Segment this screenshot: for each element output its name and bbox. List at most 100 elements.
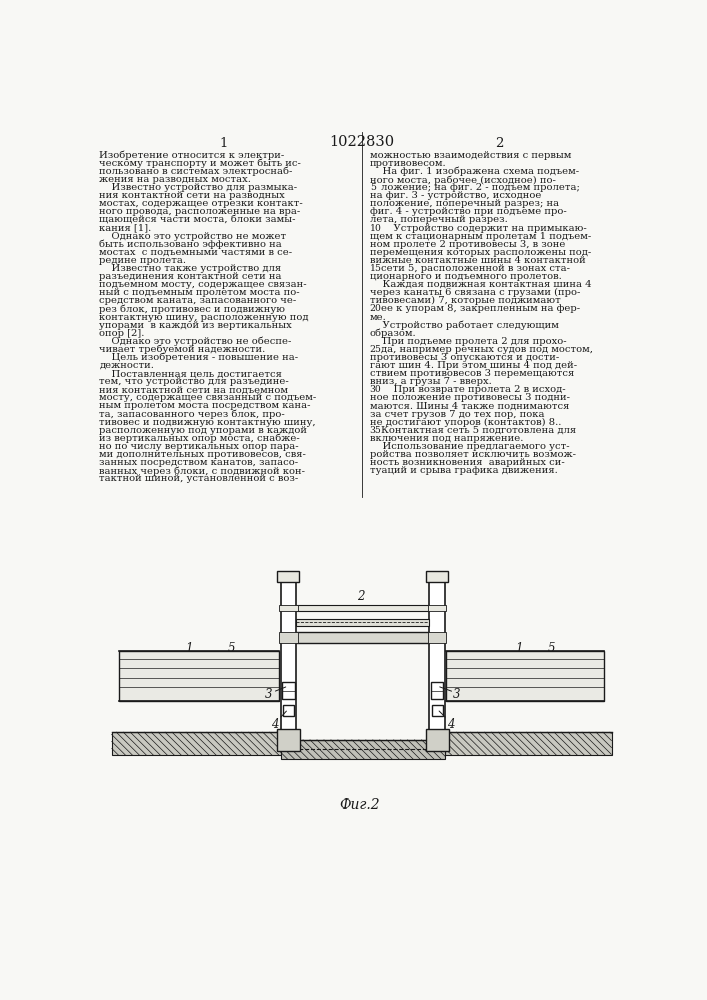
Text: 4: 4 bbox=[447, 718, 454, 731]
Text: ным пролетом моста посредством кана-: ным пролетом моста посредством кана- bbox=[99, 401, 310, 410]
Text: ложение; на фиг. 2 - подъем пролета;: ложение; на фиг. 2 - подъем пролета; bbox=[380, 183, 580, 192]
Bar bbox=[279, 632, 298, 643]
Text: туаций и срыва графика движения.: туаций и срыва графика движения. bbox=[370, 466, 557, 475]
Text: 4: 4 bbox=[271, 718, 278, 731]
Text: 1: 1 bbox=[220, 137, 228, 150]
Text: противовесы 3 опускаются и дости-: противовесы 3 опускаются и дости- bbox=[370, 353, 559, 362]
Bar bbox=[119, 651, 279, 701]
Text: контактную шину, расположенную под: контактную шину, расположенную под bbox=[99, 312, 309, 322]
Text: занных посредством канатов, запасо-: занных посредством канатов, запасо- bbox=[99, 458, 298, 467]
Text: но по числу вертикальных опор пара-: но по числу вертикальных опор пара- bbox=[99, 442, 299, 451]
Text: 35: 35 bbox=[370, 426, 382, 435]
Text: ном пролете 2 противовесы 3, в зоне: ном пролете 2 противовесы 3, в зоне bbox=[370, 240, 565, 249]
Text: разъединения контактной сети на: разъединения контактной сети на bbox=[99, 272, 281, 281]
Bar bbox=[426, 571, 448, 582]
Text: кания [1].: кания [1]. bbox=[99, 224, 151, 233]
Text: 20: 20 bbox=[370, 304, 382, 313]
Text: ность возникновения  аварийных си-: ность возникновения аварийных си- bbox=[370, 458, 564, 467]
Bar bbox=[281, 582, 296, 740]
Bar bbox=[282, 682, 295, 699]
Text: через канаты 6 связана с грузами (про-: через канаты 6 связана с грузами (про- bbox=[370, 288, 580, 297]
Bar bbox=[296, 619, 429, 626]
Text: 5: 5 bbox=[548, 642, 556, 655]
Text: Однако это устройство не обеспе-: Однако это устройство не обеспе- bbox=[99, 337, 291, 346]
Text: 1: 1 bbox=[185, 642, 193, 655]
Text: лета, поперечный разрез.: лета, поперечный разрез. bbox=[370, 215, 508, 224]
Text: сети 5, расположенной в зонах ста-: сети 5, расположенной в зонах ста- bbox=[380, 264, 570, 273]
Text: упорами  в каждой из вертикальных: упорами в каждой из вертикальных bbox=[99, 321, 292, 330]
Text: опор [2].: опор [2]. bbox=[99, 329, 145, 338]
Text: редине пролета.: редине пролета. bbox=[99, 256, 186, 265]
Text: ного провода, расположенные на вра-: ного провода, расположенные на вра- bbox=[99, 207, 300, 216]
Text: жения на разводных мостах.: жения на разводных мостах. bbox=[99, 175, 251, 184]
Text: чивает требуемой надежности.: чивает требуемой надежности. bbox=[99, 345, 265, 354]
Text: мостах, содержащее отрезки контакт-: мостах, содержащее отрезки контакт- bbox=[99, 199, 303, 208]
Text: подъемном мосту, содержащее связан-: подъемном мосту, содержащее связан- bbox=[99, 280, 307, 289]
Text: 1022830: 1022830 bbox=[329, 135, 395, 149]
Text: Фиг.2: Фиг.2 bbox=[339, 798, 380, 812]
Bar bbox=[428, 605, 446, 611]
Text: не достигают упоров (контактов) 8..: не достигают упоров (контактов) 8.. bbox=[370, 418, 561, 427]
Bar bbox=[279, 605, 298, 611]
Text: 2: 2 bbox=[358, 590, 365, 603]
Text: Контактная сеть 5 подготовлена для: Контактная сеть 5 подготовлена для bbox=[380, 426, 575, 435]
Text: ческому транспорту и может быть ис-: ческому транспорту и может быть ис- bbox=[99, 159, 301, 168]
Text: ное положение противовесы 3 подни-: ное положение противовесы 3 подни- bbox=[370, 393, 570, 402]
Text: щающейся части моста, блоки замы-: щающейся части моста, блоки замы- bbox=[99, 215, 296, 224]
Text: за счет грузов 7 до тех пор, пока: за счет грузов 7 до тех пор, пока bbox=[370, 410, 544, 419]
Text: ного моста, рабочее (исходное) по-: ного моста, рабочее (исходное) по- bbox=[370, 175, 556, 185]
Text: Известно устройство для размыка-: Известно устройство для размыка- bbox=[99, 183, 298, 192]
Text: Поставленная цель достигается: Поставленная цель достигается bbox=[99, 369, 282, 378]
Text: ми дополнительных противовесов, свя-: ми дополнительных противовесов, свя- bbox=[99, 450, 306, 459]
Text: тем, что устройство для разъедине-: тем, что устройство для разъедине- bbox=[99, 377, 289, 386]
Text: ния контактной сети на разводных: ния контактной сети на разводных bbox=[99, 191, 285, 200]
Text: быть использовано эффективно на: быть использовано эффективно на bbox=[99, 240, 282, 249]
Text: 3: 3 bbox=[264, 688, 272, 701]
Text: ствием противовесов 3 перемещаются: ствием противовесов 3 перемещаются bbox=[370, 369, 574, 378]
Text: Каждая подвижная контактная шина 4: Каждая подвижная контактная шина 4 bbox=[370, 280, 591, 289]
Text: мосту, содержащее связанный с подъем-: мосту, содержащее связанный с подъем- bbox=[99, 393, 317, 402]
Text: тактной шиной, установленной с воз-: тактной шиной, установленной с воз- bbox=[99, 474, 298, 483]
Text: 15: 15 bbox=[370, 264, 382, 273]
Text: рез блок, противовес и подвижную: рез блок, противовес и подвижную bbox=[99, 304, 285, 314]
Text: ее к упорам 8, закрепленным на фер-: ее к упорам 8, закрепленным на фер- bbox=[380, 304, 580, 313]
Bar bbox=[426, 729, 449, 751]
Bar bbox=[432, 705, 443, 716]
Bar bbox=[281, 740, 445, 759]
Text: ный с подъемным пролетом моста по-: ный с подъемным пролетом моста по- bbox=[99, 288, 300, 297]
Bar bbox=[428, 632, 446, 643]
Text: образом.: образом. bbox=[370, 329, 416, 338]
Text: пользовано в системах электроснаб-: пользовано в системах электроснаб- bbox=[99, 167, 293, 176]
Text: Известно также устройство для: Известно также устройство для bbox=[99, 264, 281, 273]
Text: щем к стационарным пролетам 1 подъем-: щем к стационарным пролетам 1 подъем- bbox=[370, 232, 591, 241]
Text: можностью взаимодействия с первым: можностью взаимодействия с первым bbox=[370, 151, 571, 160]
Text: 3: 3 bbox=[452, 688, 460, 701]
Text: 10: 10 bbox=[370, 224, 382, 233]
Text: гают шин 4. При этом шины 4 под дей-: гают шин 4. При этом шины 4 под дей- bbox=[370, 361, 577, 370]
Text: Цель изобретения - повышение на-: Цель изобретения - повышение на- bbox=[99, 353, 298, 362]
Text: расположенную под упорами в каждой: расположенную под упорами в каждой bbox=[99, 426, 308, 435]
Text: 1: 1 bbox=[515, 642, 522, 655]
Text: да, например речных судов под мостом,: да, например речных судов под мостом, bbox=[380, 345, 592, 354]
Text: На фиг. 1 изображена схема подъем-: На фиг. 1 изображена схема подъем- bbox=[370, 167, 579, 176]
Bar bbox=[431, 682, 443, 699]
Bar bbox=[296, 632, 429, 643]
Text: Устройство содержит на примыкаю-: Устройство содержит на примыкаю- bbox=[380, 224, 586, 233]
Text: ванных через блоки, с подвижной кон-: ванных через блоки, с подвижной кон- bbox=[99, 466, 305, 476]
Text: тивовес и подвижную контактную шину,: тивовес и подвижную контактную шину, bbox=[99, 418, 316, 427]
Text: Изобретение относится к электри-: Изобретение относится к электри- bbox=[99, 151, 284, 160]
Text: тивовесами) 7, которые поджимают: тивовесами) 7, которые поджимают bbox=[370, 296, 561, 305]
Text: При подъеме пролета 2 для прохо-: При подъеме пролета 2 для прохо- bbox=[370, 337, 566, 346]
Text: дежности.: дежности. bbox=[99, 361, 154, 370]
Text: средством каната, запасованного че-: средством каната, запасованного че- bbox=[99, 296, 296, 305]
Text: Использование предлагаемого уст-: Использование предлагаемого уст- bbox=[370, 442, 569, 451]
Bar bbox=[445, 732, 612, 755]
Text: противовесом.: противовесом. bbox=[370, 159, 446, 168]
Text: на фиг. 3 - устройство, исходное: на фиг. 3 - устройство, исходное bbox=[370, 191, 541, 200]
Text: та, запасованного через блок, про-: та, запасованного через блок, про- bbox=[99, 410, 285, 419]
Text: 5: 5 bbox=[228, 642, 235, 655]
Text: положение, поперечный разрез; на: положение, поперечный разрез; на bbox=[370, 199, 559, 208]
Text: вниз, а грузы 7 - вверх.: вниз, а грузы 7 - вверх. bbox=[370, 377, 491, 386]
Text: При возврате пролета 2 в исход-: При возврате пролета 2 в исход- bbox=[380, 385, 565, 394]
Text: перемещения которых расположены под-: перемещения которых расположены под- bbox=[370, 248, 591, 257]
